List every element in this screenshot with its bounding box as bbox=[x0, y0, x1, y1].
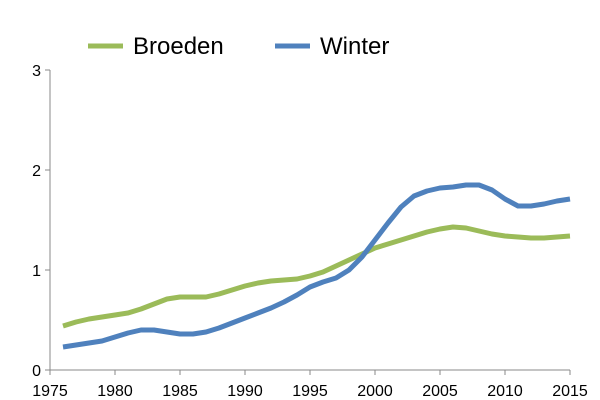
axes bbox=[49, 70, 570, 371]
y-tick-label: 3 bbox=[32, 63, 41, 80]
legend: Broeden Winter bbox=[88, 33, 389, 60]
x-tick-label: 1985 bbox=[162, 383, 198, 400]
x-tick-label: 1990 bbox=[227, 383, 263, 400]
y-tick-label: 1 bbox=[32, 263, 41, 280]
series-group bbox=[62, 182, 571, 350]
x-tick-label: 2005 bbox=[422, 383, 458, 400]
x-tick-label: 2015 bbox=[552, 383, 588, 400]
x-tick-label: 2000 bbox=[357, 383, 393, 400]
x-tick-label: 1980 bbox=[97, 383, 133, 400]
series-line-broeden bbox=[62, 224, 571, 329]
legend-label-winter: Winter bbox=[320, 33, 389, 60]
x-tick-label: 2010 bbox=[487, 383, 523, 400]
x-tick-label: 1975 bbox=[32, 383, 68, 400]
tick-group: 1975 1980 1985 1990 1995 2000 2005 2010 2015 0 1 2 3 bbox=[32, 63, 588, 400]
y-tick-label: 0 bbox=[32, 363, 41, 380]
y-tick-label: 2 bbox=[32, 163, 41, 180]
legend-label-broeden: Broeden bbox=[133, 33, 224, 60]
x-tick-label: 1995 bbox=[292, 383, 328, 400]
series-line-winter bbox=[62, 182, 571, 350]
